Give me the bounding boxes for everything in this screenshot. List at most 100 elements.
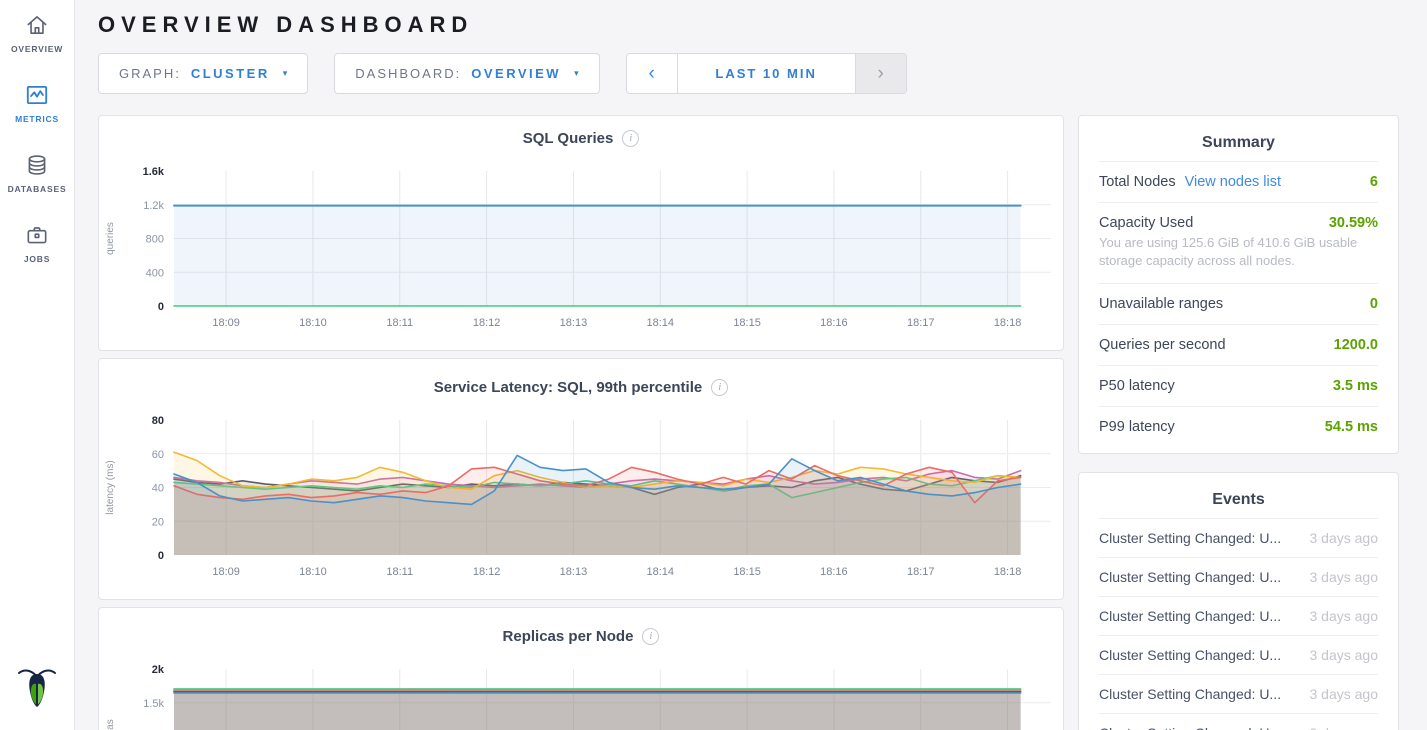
sidebar-item-jobs[interactable]: JOBS [24,222,50,264]
summary-row-label: Queries per second [1099,336,1226,353]
summary-row-value: 1200.0 [1333,336,1378,353]
event-row: Cluster Setting Changed: U... 3 days ago [1099,634,1379,674]
summary-row: Total Nodes View nodes list 6 [1099,161,1378,202]
sidebar-item-overview[interactable]: OVERVIEW [11,12,63,54]
info-icon[interactable]: i [642,628,660,645]
summary-row: Queries per second 1200.0 [1099,323,1378,365]
sidebar-item-metrics[interactable]: METRICS [15,82,59,124]
svg-text:1.6k: 1.6k [143,166,165,178]
service-latency-panel: Service Latency: SQL, 99th percentile i … [98,358,1064,600]
caret-down-icon: ▾ [282,68,288,78]
replicas-per-node-chart: 18:0918:1018:1118:1218:1318:1418:1518:16… [105,664,1051,730]
summary-row: Capacity Used 30.59% You are using 125.6… [1099,202,1378,283]
summary-row: Unavailable ranges 0 [1099,282,1378,324]
chart-title-text: Replicas per Node [502,628,634,645]
sql-queries-chart: 18:09 18:10 18:11 18:12 18:13 18:14 18:15 18:16… [105,166,1051,329]
chart-title: SQL Queries i [99,130,1063,147]
sidebar-item-label: JOBS [23,254,51,264]
summary-title: Summary [1202,134,1275,151]
cockroachdb-logo [0,665,74,716]
svg-text:latency (ms): latency (ms) [105,460,116,514]
time-window-prev-button[interactable]: ‹ [627,54,678,93]
svg-text:18:10: 18:10 [299,566,327,578]
event-title: Cluster Setting Changed: U... [1099,685,1282,702]
summary-row-label: Total Nodes [1099,174,1176,190]
service-latency-chart: 18:09 18:10 18:11 18:12 18:13 18:14 18:15 18:16… [105,415,1051,578]
metrics-icon [15,82,59,108]
sql-queries-panel: SQL Queries i 18:09 18:10 18:11 18:12 18:13 1… [98,115,1064,351]
svg-text:18:14: 18:14 [646,566,674,578]
summary-row-label: Unavailable ranges [1099,295,1224,312]
svg-text:400: 400 [146,267,164,279]
sidebar-item-label: DATABASES [7,184,67,194]
summary-panel: Summary Total Nodes View nodes list 6 Ca… [1078,115,1399,454]
svg-text:18:17: 18:17 [907,317,935,329]
event-title: Cluster Setting Changed: U... [1099,568,1282,585]
time-window-selector: ‹ LAST 10 MIN › [625,53,907,94]
sidebar-item-label: OVERVIEW [10,44,64,54]
svg-text:18:12: 18:12 [473,566,501,578]
time-window-next-button[interactable]: › [854,54,906,93]
event-time: 3 days ago [1309,607,1379,624]
view-nodes-list-link[interactable]: View nodes list [1184,174,1282,190]
caret-down-icon: ▾ [574,68,579,78]
svg-text:18:13: 18:13 [560,317,588,329]
svg-text:18:15: 18:15 [733,317,761,329]
summary-row: P50 latency 3.5 ms [1099,364,1378,406]
event-title: Cluster Setting Changed: U... [1099,646,1282,663]
briefcase-icon [24,222,50,248]
event-time: 3 days ago [1310,725,1379,730]
summary-row-value: 6 [1369,174,1378,190]
events-title: Events [1212,490,1265,508]
event-time: 3 days ago [1309,646,1379,663]
sidebar: OVERVIEW METRICS DATABASES [0,0,75,730]
svg-text:18:11: 18:11 [386,566,413,578]
svg-text:1.2k: 1.2k [143,200,164,212]
event-time: 3 days ago [1309,529,1379,546]
graph-dropdown-value: CLUSTER [190,66,270,81]
svg-text:18:16: 18:16 [820,317,848,329]
event-row: Cluster Setting Changed: U... 3 days ago [1099,556,1378,596]
info-icon[interactable]: i [622,130,640,147]
svg-text:2k: 2k [152,664,165,676]
svg-text:40: 40 [152,483,164,495]
time-window-label[interactable]: LAST 10 MIN [715,66,817,81]
event-row: Cluster Setting Changed: U... 3 days ago [1099,673,1379,713]
summary-row: P99 latency 54.5 ms [1099,405,1378,447]
sidebar-item-label: METRICS [15,114,59,124]
svg-text:18:18: 18:18 [994,317,1022,329]
dashboard-dropdown[interactable]: DASHBOARD: OVERVIEW ▾ [334,53,600,94]
summary-row-value: 54.5 ms [1324,418,1378,435]
svg-text:60: 60 [152,449,164,461]
summary-row-note: You are using 125.6 GiB of 410.6 GiB usa… [1099,235,1358,269]
svg-text:18:18: 18:18 [994,566,1022,578]
info-icon[interactable]: i [711,379,729,396]
events-panel: Events Cluster Setting Changed: U... 3 d… [1078,471,1399,730]
svg-text:queries: queries [105,222,116,255]
event-time: 3 days ago [1309,685,1379,702]
chart-title-text: SQL Queries [522,130,614,147]
svg-text:18:16: 18:16 [820,566,848,578]
controls-bar: GRAPH: CLUSTER ▾ DASHBOARD: OVERVIEW ▾ ‹… [98,53,1401,94]
svg-text:18:11: 18:11 [386,317,413,329]
svg-text:0: 0 [158,301,164,313]
page-title: OVERVIEW DASHBOARD [98,12,474,37]
chart-title: Replicas per Node i [99,628,1063,645]
dashboard-dropdown-value: OVERVIEW [471,66,562,81]
chart-title-text: Service Latency: SQL, 99th percentile [433,379,703,396]
svg-text:1.5k: 1.5k [143,698,164,710]
event-row: Cluster Setting Changed: U... 3 days ago [1099,517,1379,557]
svg-text:18:09: 18:09 [212,566,240,578]
graph-dropdown[interactable]: GRAPH: CLUSTER ▾ [98,53,309,94]
sidebar-item-databases[interactable]: DATABASES [8,152,67,194]
svg-text:18:17: 18:17 [907,566,935,578]
svg-text:18:09: 18:09 [212,317,240,329]
replicas-per-node-panel: Replicas per Node i 18:0918:1018:1118:12… [98,607,1064,730]
svg-text:18:10: 18:10 [299,317,327,329]
main-content: OVERVIEW DASHBOARD GRAPH: CLUSTER ▾ DASH… [75,0,1427,730]
svg-text:18:15: 18:15 [733,566,761,578]
svg-text:80: 80 [152,415,164,427]
svg-text:18:12: 18:12 [473,317,501,329]
svg-text:800: 800 [146,234,164,246]
event-row: Cluster Setting Changed: U... 3 days ago [1099,712,1379,730]
